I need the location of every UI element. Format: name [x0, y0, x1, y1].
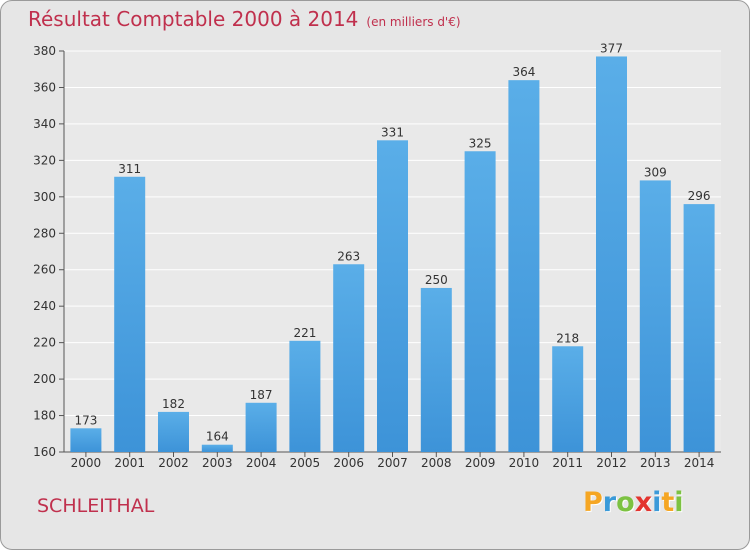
title-text: Résultat Comptable 2000 à 2014 [28, 7, 359, 31]
y-tick-label: 320 [33, 153, 56, 167]
x-tick-label: 2010 [509, 456, 540, 470]
data-label: 296 [688, 189, 711, 203]
bar [508, 80, 540, 452]
logo-letter: P [583, 487, 603, 518]
bar [114, 176, 146, 452]
y-tick-label: 200 [33, 372, 56, 386]
data-label: 364 [512, 65, 535, 79]
data-label: 377 [600, 41, 623, 55]
data-label: 182 [162, 397, 185, 411]
logo-letter: i [652, 487, 662, 518]
bar [158, 411, 189, 452]
x-tick-label: 2004 [246, 456, 277, 470]
y-tick-label: 180 [33, 409, 56, 423]
bar [464, 151, 496, 452]
bar [377, 140, 408, 452]
y-tick-label: 240 [33, 299, 56, 313]
bar [552, 346, 584, 452]
x-tick-label: 2013 [640, 456, 671, 470]
data-label: 221 [293, 326, 316, 340]
x-tick-label: 2007 [377, 456, 408, 470]
y-tick-label: 300 [33, 190, 56, 204]
bar [70, 428, 102, 452]
bar [420, 287, 452, 452]
data-label: 164 [206, 430, 229, 444]
bar [596, 56, 627, 453]
y-tick-label: 260 [33, 263, 56, 277]
bar [289, 340, 321, 452]
x-tick-label: 2005 [290, 456, 321, 470]
data-label: 250 [425, 273, 448, 287]
x-tick-label: 2000 [71, 456, 102, 470]
y-tick-label: 220 [33, 336, 56, 350]
x-tick-label: 2008 [421, 456, 452, 470]
x-tick-label: 2003 [202, 456, 233, 470]
logo-letter: i [674, 487, 684, 518]
x-tick-label: 2001 [114, 456, 145, 470]
logo-letter: x [634, 487, 653, 518]
data-label: 309 [644, 165, 667, 179]
y-tick-label: 360 [33, 80, 56, 94]
x-tick-label: 2006 [333, 456, 364, 470]
chart-subtitle: (en milliers d'€) [366, 15, 461, 29]
place-name: SCHLEITHAL [37, 495, 155, 517]
x-tick-label: 2014 [684, 456, 715, 470]
bar [245, 402, 277, 452]
y-tick-label: 380 [33, 44, 56, 58]
y-tick-label: 160 [33, 445, 56, 459]
data-label: 218 [556, 331, 579, 345]
bar [201, 444, 233, 452]
data-label: 331 [381, 125, 404, 139]
bar [333, 264, 365, 452]
logo-letter: o [616, 487, 635, 518]
data-label: 311 [118, 162, 141, 176]
y-tick-label: 280 [33, 226, 56, 240]
bar [683, 204, 715, 452]
chart-title: Résultat Comptable 2000 à 2014 (en millie… [28, 7, 461, 31]
x-tick-label: 2012 [596, 456, 627, 470]
proxiti-logo: Proxiti [583, 487, 684, 518]
bar [639, 180, 671, 452]
data-label: 325 [469, 136, 492, 150]
data-label: 263 [337, 249, 360, 263]
y-tick-label: 340 [33, 117, 56, 131]
data-label: 187 [250, 388, 273, 402]
x-tick-label: 2009 [465, 456, 496, 470]
x-tick-label: 2011 [552, 456, 583, 470]
logo-letter: t [661, 487, 675, 518]
data-label: 173 [74, 413, 97, 427]
x-tick-label: 2002 [158, 456, 189, 470]
logo-letter: r [602, 487, 617, 518]
